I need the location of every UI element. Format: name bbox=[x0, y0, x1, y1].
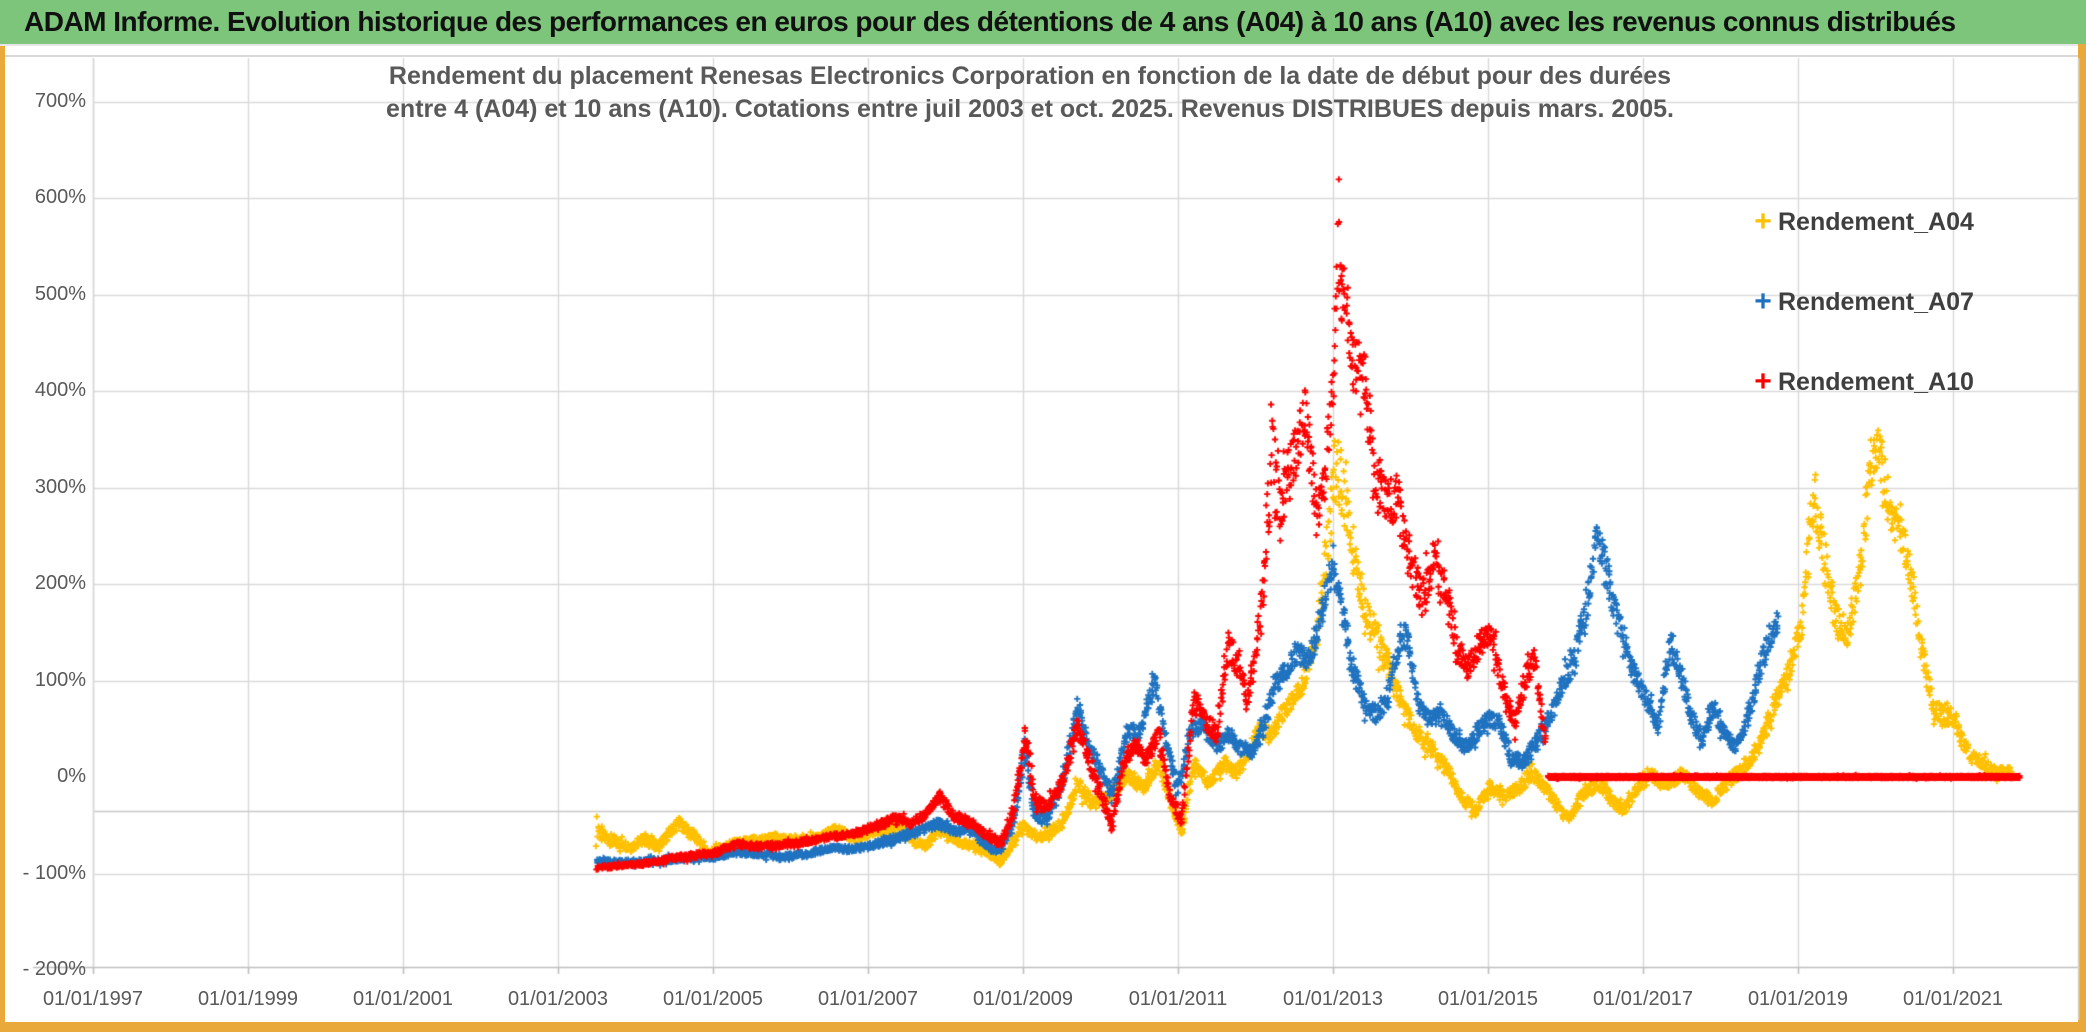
legend-item-label: Rendement_A07 bbox=[1778, 287, 1974, 316]
chart-title-line1: Rendement du placement Renesas Electroni… bbox=[388, 62, 1672, 90]
x-axis-tick-label: 01/01/2007 bbox=[817, 988, 919, 1010]
x-axis-tick-label: 01/01/2013 bbox=[1282, 988, 1384, 1010]
x-axis-tick-label: 01/01/2015 bbox=[1437, 988, 1539, 1010]
y-axis-tick-label: - 200% bbox=[22, 958, 86, 980]
x-axis-tick-label: 01/01/2021 bbox=[1902, 988, 2004, 1010]
x-axis-tick-label: 01/01/1997 bbox=[42, 988, 144, 1010]
x-axis-tick-label: 01/01/2001 bbox=[352, 988, 454, 1010]
legend-plus-marker-icon: + bbox=[1754, 285, 1772, 318]
y-axis-tick-label: 300% bbox=[34, 475, 86, 498]
x-axis-tick-label: 01/01/2003 bbox=[507, 988, 609, 1010]
x-axis-tick-label: 01/01/2011 bbox=[1128, 988, 1228, 1010]
y-axis-tick-label: 0% bbox=[57, 765, 86, 787]
legend-item-label: Rendement_A10 bbox=[1778, 367, 1974, 396]
y-axis-tick-label: 100% bbox=[34, 668, 86, 691]
legend-item-label: Rendement_A04 bbox=[1778, 207, 1974, 236]
legend-plus-marker-icon: + bbox=[1754, 205, 1772, 238]
x-axis-tick-label: 01/01/1999 bbox=[197, 988, 299, 1010]
legend-item-rendement_a10: + Rendement_A10 bbox=[1748, 362, 1974, 402]
y-axis-tick-label: - 100% bbox=[22, 861, 86, 884]
x-axis-tick-label: 01/01/2017 bbox=[1592, 988, 1694, 1010]
x-axis-tick-label: 01/01/2019 bbox=[1747, 988, 1849, 1010]
y-axis-tick-label: 400% bbox=[34, 379, 86, 401]
y-axis-tick-label: 700% bbox=[34, 89, 86, 112]
y-axis-tick-label: 500% bbox=[34, 282, 86, 305]
legend-item-rendement_a07: + Rendement_A07 bbox=[1748, 282, 1974, 322]
legend-plus-marker-icon: + bbox=[1754, 365, 1772, 398]
y-axis-tick-label: 200% bbox=[34, 572, 86, 594]
chart-title-line2: entre 4 (A04) et 10 ans (A10). Cotations… bbox=[386, 95, 1674, 123]
y-axis-tick-label: 600% bbox=[34, 186, 86, 208]
x-axis-tick-label: 01/01/2005 bbox=[662, 988, 764, 1010]
x-axis-tick-label: 01/01/2009 bbox=[972, 988, 1074, 1010]
legend-item-rendement_a04: + Rendement_A04 bbox=[1748, 202, 1974, 242]
